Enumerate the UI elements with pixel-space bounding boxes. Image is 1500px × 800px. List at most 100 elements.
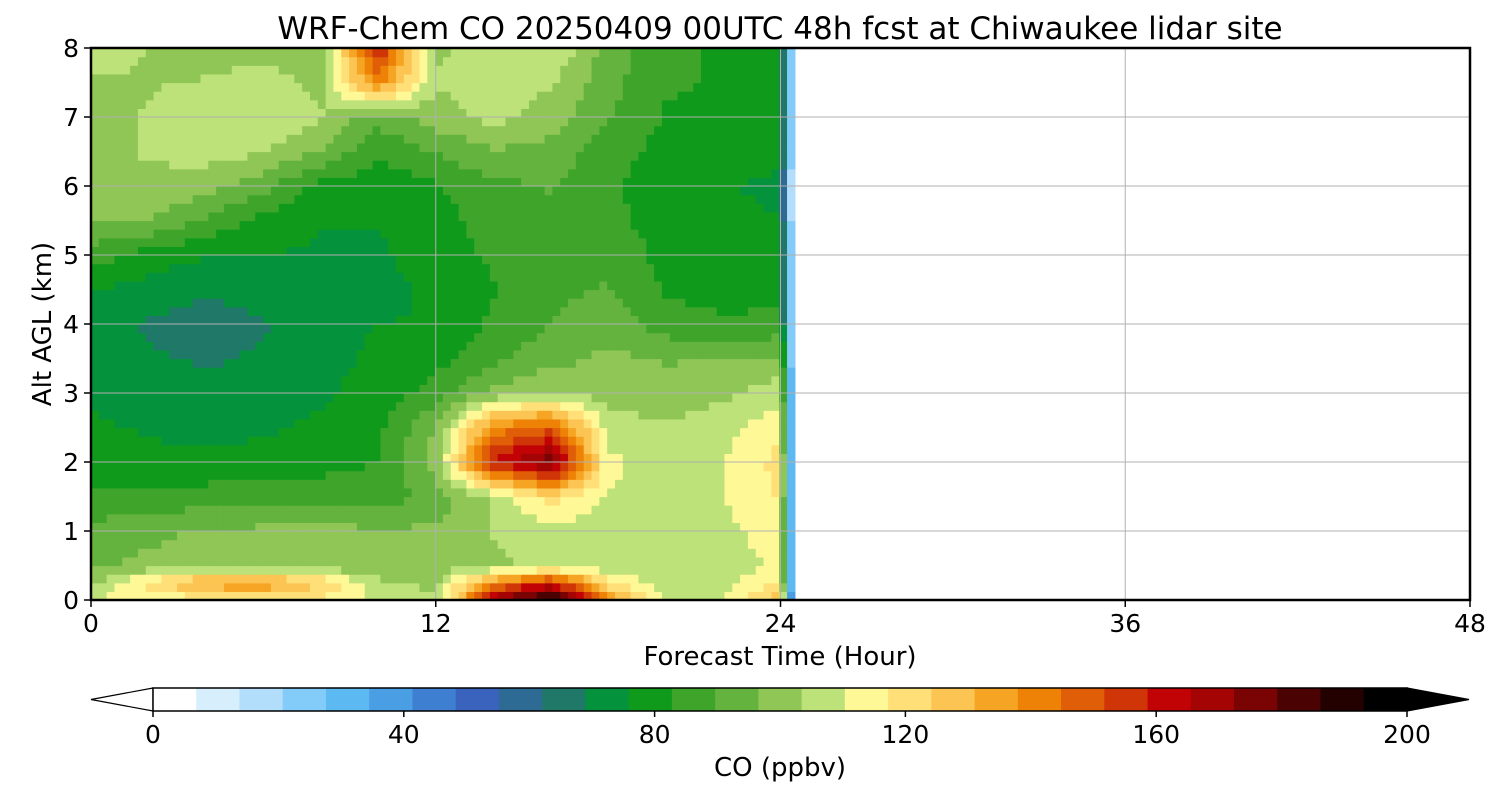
heatmap-cell <box>630 160 640 170</box>
heatmap-cell <box>333 462 342 472</box>
heatmap-cell <box>317 125 327 135</box>
heatmap-cell <box>333 186 342 196</box>
heatmap-cell <box>544 556 554 567</box>
heatmap-cell <box>364 436 374 446</box>
heatmap-cell <box>677 444 686 454</box>
heatmap-cell <box>161 401 170 411</box>
heatmap-cell <box>263 591 272 601</box>
heatmap-cell <box>192 531 202 541</box>
heatmap-cell <box>747 513 757 523</box>
heatmap-cell <box>450 505 460 515</box>
heatmap-cell <box>458 246 467 256</box>
heatmap-cell <box>622 142 632 153</box>
heatmap-cell <box>403 505 413 515</box>
heatmap-cell <box>763 151 772 161</box>
heatmap-cell <box>614 263 624 273</box>
heatmap-cell <box>263 531 272 541</box>
heatmap-cell <box>583 591 593 601</box>
heatmap-cell <box>145 401 155 411</box>
heatmap-cell <box>231 496 241 506</box>
heatmap-cell <box>474 574 483 584</box>
heatmap-cell <box>701 505 710 515</box>
heatmap-cell <box>646 375 655 385</box>
heatmap-cell <box>747 186 757 196</box>
heatmap-cell <box>98 229 108 239</box>
heatmap-cell <box>239 375 249 385</box>
heatmap-cell <box>552 177 561 187</box>
heatmap-cell <box>349 444 358 454</box>
heatmap-cell <box>372 142 381 153</box>
heatmap-cell <box>192 522 202 532</box>
heatmap-cell <box>521 194 530 204</box>
heatmap-cell <box>333 160 342 170</box>
heatmap-cell <box>505 298 514 308</box>
heatmap-cell <box>528 384 538 394</box>
heatmap-cell <box>208 255 217 265</box>
heatmap-cell <box>435 582 444 592</box>
heatmap-cell <box>309 280 319 291</box>
heatmap-cell <box>661 142 671 153</box>
heatmap-cell <box>294 496 303 506</box>
heatmap-cell <box>622 125 632 135</box>
heatmap-cell <box>325 513 335 523</box>
heatmap-cell <box>325 306 335 316</box>
heatmap-cell <box>701 229 710 239</box>
heatmap-cell <box>607 298 616 308</box>
heatmap-cell <box>216 324 225 334</box>
heatmap-cell <box>638 341 647 351</box>
heatmap-cell <box>458 513 467 523</box>
heatmap-cell <box>341 255 350 265</box>
heatmap-cell <box>435 367 444 377</box>
heatmap-cell <box>708 418 718 429</box>
heatmap-cell <box>497 203 507 213</box>
heatmap-cell <box>380 453 389 463</box>
heatmap-cell <box>583 539 593 549</box>
heatmap-cell <box>591 453 600 463</box>
heatmap-cell <box>661 436 671 446</box>
heatmap-cell <box>442 263 452 273</box>
heatmap-cell <box>505 565 514 575</box>
heatmap-cell <box>747 134 757 144</box>
heatmap-cell <box>247 574 256 584</box>
heatmap-cell <box>231 574 241 584</box>
heatmap-cell <box>309 582 319 592</box>
heatmap-cell <box>388 246 397 256</box>
heatmap-cell <box>482 125 491 135</box>
heatmap-cell <box>223 289 233 299</box>
heatmap-cell <box>145 324 155 334</box>
heatmap-cell <box>161 591 170 601</box>
heatmap-cell <box>560 125 569 135</box>
heatmap-cell <box>309 565 319 575</box>
heatmap-cell <box>693 134 702 144</box>
heatmap-cell <box>458 384 467 394</box>
heatmap-cell <box>356 177 366 187</box>
heatmap-cell <box>505 142 514 153</box>
heatmap-cell <box>505 358 514 368</box>
heatmap-cell <box>278 436 288 446</box>
heatmap-cell <box>200 203 209 213</box>
heatmap-cell <box>779 280 788 291</box>
heatmap-cell <box>669 332 679 342</box>
heatmap-cell <box>411 237 421 247</box>
heatmap-cell <box>724 349 733 360</box>
heatmap-cell <box>325 444 335 454</box>
heatmap-cell <box>771 574 780 584</box>
heatmap-cell <box>693 280 702 291</box>
heatmap-cell <box>325 531 335 541</box>
heatmap-cell <box>403 186 413 196</box>
heatmap-cell <box>787 375 796 385</box>
heatmap-cell <box>505 160 514 170</box>
heatmap-cell <box>474 565 483 575</box>
heatmap-cell <box>388 324 397 334</box>
heatmap-cell <box>521 186 530 196</box>
heatmap-cell <box>528 505 538 515</box>
heatmap-cell <box>435 203 444 213</box>
heatmap-cell <box>740 263 749 273</box>
heatmap-cell <box>341 125 350 135</box>
heatmap-cell <box>145 263 155 273</box>
heatmap-cell <box>677 272 686 282</box>
heatmap-cell <box>646 367 655 377</box>
heatmap-cell <box>231 237 241 247</box>
heatmap-cell <box>669 582 679 592</box>
heatmap-cell <box>380 186 389 196</box>
